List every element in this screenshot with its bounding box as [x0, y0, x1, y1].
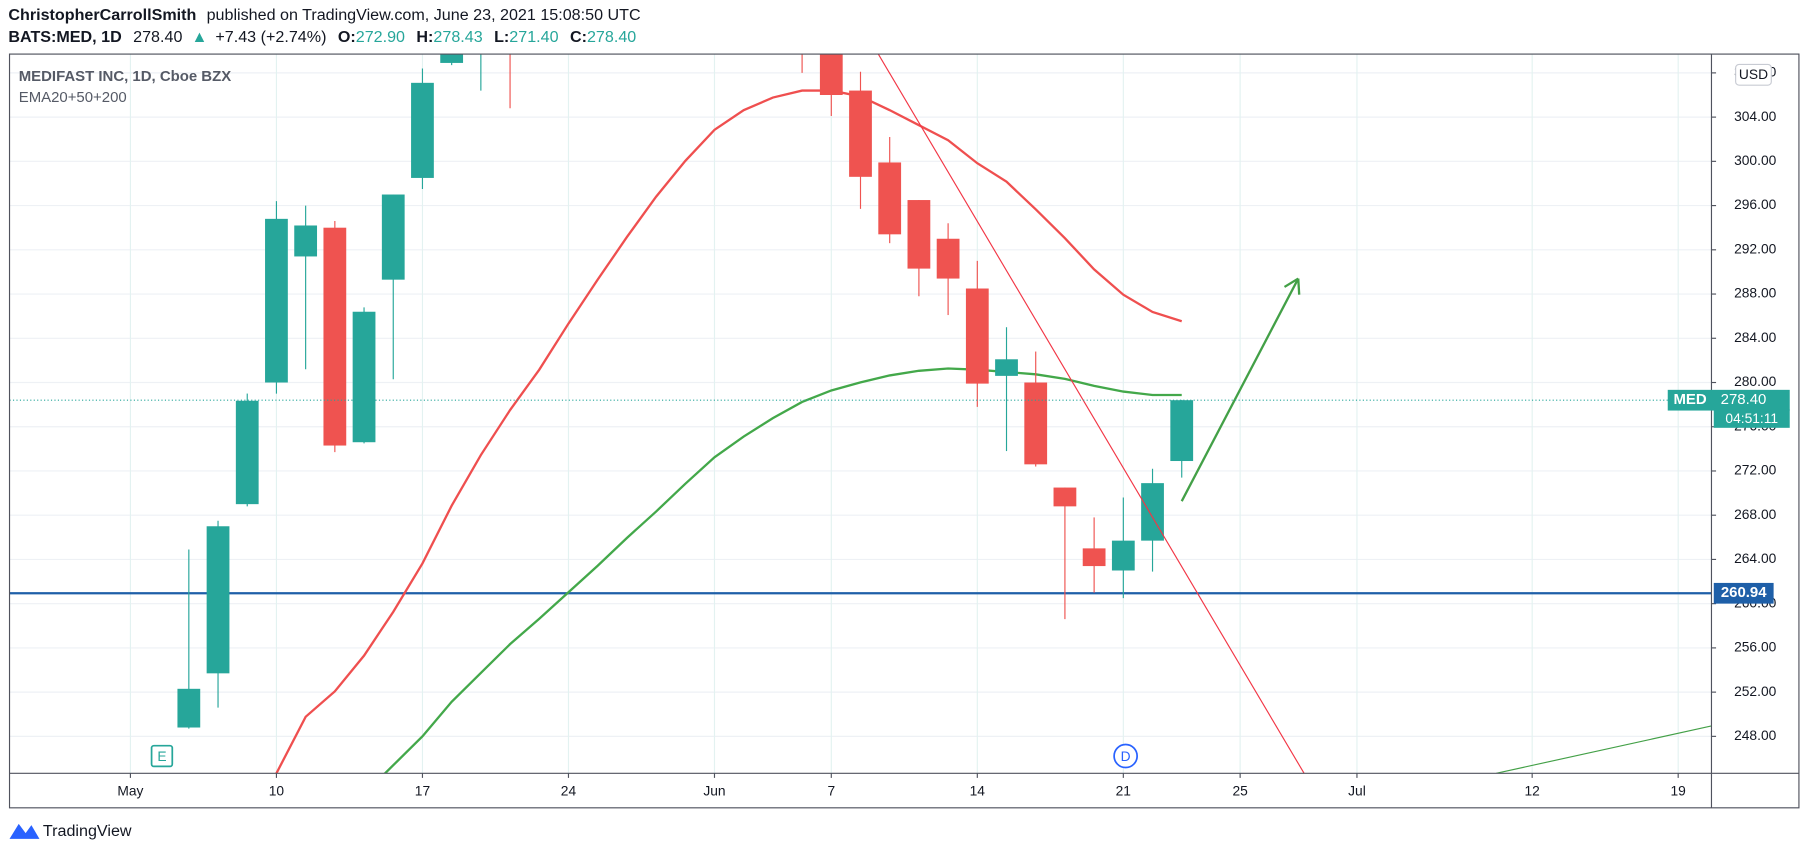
y-tick-label: 264.00 [1734, 551, 1777, 566]
arrow-head [1297, 278, 1301, 295]
y-tick-label: 304.00 [1734, 109, 1777, 124]
candle-body [352, 311, 376, 443]
y-tick-label: 296.00 [1734, 197, 1777, 212]
x-tick-label: Jun [703, 783, 725, 798]
ema-line [275, 89, 1183, 774]
x-tick-label: 19 [1670, 783, 1686, 798]
trend-line [877, 54, 1305, 774]
footer-brand: TradingView [43, 822, 132, 840]
price-label-box [1667, 389, 1790, 411]
y-tick-label: 292.00 [1734, 241, 1777, 256]
price-label: 278.40 [1721, 391, 1767, 408]
candle-body [1170, 400, 1194, 462]
header-line-1: ChristopherCarrollSmith published on Tra… [8, 6, 641, 24]
plot-layer [9, 54, 1712, 774]
y-tick-label: 280.00 [1734, 374, 1777, 389]
x-tick-label: 12 [1524, 783, 1539, 798]
change: +7.43 (+2.74%) [215, 28, 326, 46]
low-value: 271.40 [509, 28, 558, 46]
logo-icon [9, 823, 40, 839]
y-tick-label: 248.00 [1734, 728, 1777, 743]
candle-body [1024, 382, 1048, 465]
candle-body [1053, 487, 1077, 507]
candle-body [819, 54, 843, 95]
ema-line [383, 367, 1182, 774]
high-value: 278.43 [433, 28, 482, 46]
indicator-legend: EMA20+50+200 [19, 89, 127, 106]
candle-body [265, 218, 288, 383]
x-tick-label: 14 [970, 783, 986, 798]
last-price: 278.40 [133, 28, 182, 46]
y-tick-label: 256.00 [1734, 640, 1777, 655]
hline-label-box [1713, 582, 1774, 604]
y-tick-label: 252.00 [1734, 684, 1777, 699]
x-tick-label: 7 [827, 783, 835, 798]
close-value: 278.40 [587, 28, 636, 46]
close-label: C: [570, 28, 587, 46]
x-tick-label: 25 [1232, 783, 1248, 798]
candle-body [1082, 548, 1106, 567]
candle-body [907, 200, 931, 269]
candle-body [936, 238, 960, 279]
y-tick-label: 284.00 [1734, 330, 1777, 345]
y-tick-label: 272.00 [1734, 463, 1777, 478]
price-symbol: MED [1673, 391, 1706, 408]
currency-badge[interactable] [1735, 63, 1772, 86]
candle-body [411, 82, 434, 178]
open-label: O: [338, 28, 356, 46]
chart-title: MEDIFAST INC, 1D, Cboe BZX [19, 68, 231, 85]
symbol: BATS:MED, 1D [8, 28, 121, 46]
candle-body [206, 526, 230, 674]
event-label: E [157, 749, 166, 764]
x-tick-label: 17 [415, 783, 430, 798]
y-tick-label: 288.00 [1734, 286, 1777, 301]
open-value: 272.90 [356, 28, 405, 46]
high-label: H: [416, 28, 433, 46]
event-marker [150, 744, 174, 768]
x-tick-label: 24 [561, 783, 577, 798]
x-tick-label: May [117, 783, 143, 798]
candle-body [965, 288, 989, 384]
event-marker [1113, 743, 1138, 769]
candle-body [235, 400, 259, 505]
event-label: D [1121, 749, 1131, 764]
author: ChristopherCarrollSmith [8, 6, 196, 24]
candle-body [294, 225, 318, 257]
candle-body [1111, 540, 1135, 571]
trend-line [1496, 725, 1712, 774]
y-tick-label: 300.00 [1734, 153, 1777, 168]
candle-body [323, 227, 347, 446]
countdown: 04:51:11 [1725, 411, 1778, 426]
header-line-2: BATS:MED, 1D 278.40 ▲ +7.43 (+2.74%) O:2… [8, 28, 636, 46]
candle-body [177, 688, 201, 728]
x-tick-label: 10 [269, 783, 285, 798]
candle-body [849, 90, 872, 177]
candle-body [1141, 483, 1164, 541]
footer-logo [9, 823, 40, 839]
candle-body [381, 194, 405, 280]
candle-body [995, 359, 1018, 376]
hline-label: 260.94 [1721, 584, 1767, 601]
x-tick-label: 21 [1116, 783, 1131, 798]
change-arrow: ▲ [192, 28, 208, 46]
trend-line [1180, 278, 1300, 502]
y-tick-label: 268.00 [1734, 507, 1777, 522]
candle-body [440, 54, 464, 63]
candle-body [878, 162, 902, 235]
arrow-head [1283, 277, 1299, 288]
low-label: L: [494, 28, 509, 46]
chart-frame [8, 53, 1800, 809]
published: published on TradingView.com, June 23, 2… [207, 6, 641, 24]
countdown-box [1713, 409, 1790, 428]
currency-label: USD [1739, 67, 1768, 82]
x-tick-label: Jul [1348, 783, 1366, 798]
